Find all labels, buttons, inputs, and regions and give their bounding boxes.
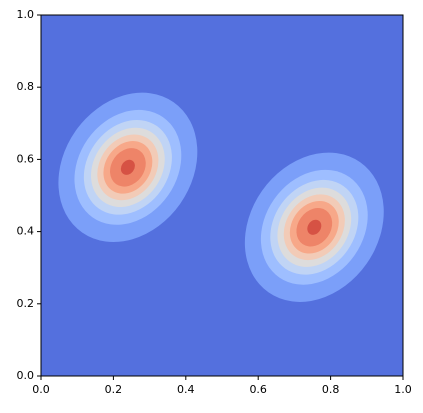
x-tick-label: 0.0 bbox=[32, 383, 50, 396]
y-tick-label: 0.8 bbox=[17, 80, 35, 93]
x-tick-label: 0.6 bbox=[249, 383, 267, 396]
peak bbox=[58, 92, 198, 243]
contour-level bbox=[307, 219, 322, 235]
x-tick-label: 0.2 bbox=[105, 383, 123, 396]
y-tick-label: 0.6 bbox=[17, 152, 35, 165]
contour-level bbox=[120, 159, 135, 175]
peak bbox=[244, 152, 384, 302]
y-tick-label: 0.2 bbox=[17, 297, 35, 310]
y-tick-label: 0.0 bbox=[17, 369, 35, 382]
x-tick-label: 1.0 bbox=[394, 383, 412, 396]
x-tick-label: 0.4 bbox=[177, 383, 195, 396]
x-tick-label: 0.8 bbox=[322, 383, 340, 396]
y-tick-label: 0.4 bbox=[17, 225, 35, 238]
y-tick-label: 1.0 bbox=[17, 8, 35, 21]
plot-frame bbox=[40, 14, 404, 377]
plot-area bbox=[41, 15, 403, 376]
